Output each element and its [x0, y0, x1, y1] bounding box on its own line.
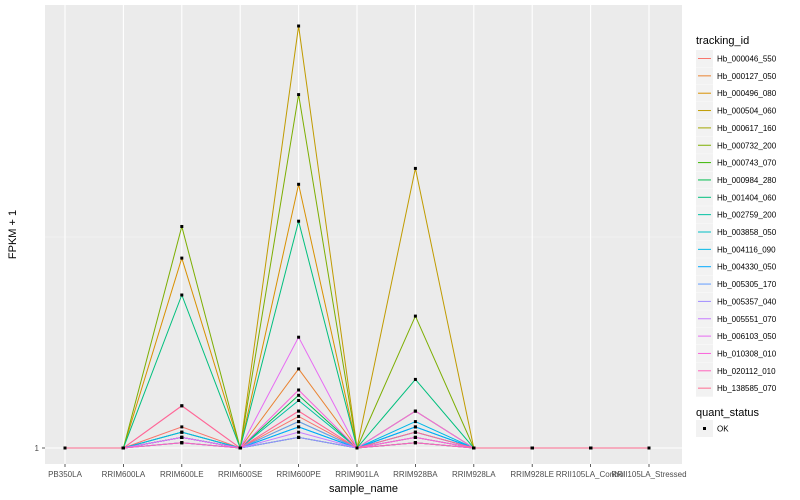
data-point — [297, 435, 301, 439]
data-point — [413, 409, 417, 413]
data-point — [413, 166, 417, 170]
x-tick-label: RRIM600PE — [276, 470, 320, 479]
data-point — [180, 441, 184, 445]
data-point — [180, 435, 184, 439]
legend-item-label: Hb_000617_160 — [717, 124, 777, 133]
data-point — [297, 430, 301, 434]
data-point — [297, 93, 301, 97]
x-tick-label: RRII105LA_Control — [556, 470, 626, 479]
legend: tracking_id Hb_000046_550 Hb_000127_050 Hb… — [696, 35, 777, 397]
x-axis-title: sample_name — [329, 483, 398, 495]
legend-item-label: Hb_002759_200 — [717, 211, 777, 220]
legend-item-label: Hb_004116_090 — [717, 245, 776, 254]
legend-item-label: Hb_020112_010 — [717, 367, 776, 376]
legend-item-label: Hb_000732_200 — [717, 141, 777, 150]
data-point — [180, 256, 184, 260]
data-point — [238, 446, 242, 450]
data-point — [297, 425, 301, 429]
shape-legend-item-label: OK — [717, 425, 729, 434]
data-point — [297, 409, 301, 413]
legend-item-label: Hb_000127_050 — [717, 72, 777, 81]
x-tick-label: RRIM901LA — [335, 470, 379, 479]
data-point — [413, 425, 417, 429]
data-point — [180, 430, 184, 434]
data-point — [180, 225, 184, 228]
x-axis-ticks: PB350LA RRIM600LA RRIM600LE RRIM600SE RRIM60… — [48, 464, 687, 479]
panel-background — [45, 5, 682, 464]
data-point — [297, 399, 301, 402]
data-point — [413, 441, 417, 445]
legend-item-label: Hb_000984_280 — [717, 176, 777, 185]
data-point — [472, 446, 476, 450]
legend-item-label: Hb_001404_060 — [717, 193, 777, 202]
x-tick-label: RRII105LA_Stressed — [611, 470, 686, 479]
legend-title: tracking_id — [696, 35, 749, 47]
data-point — [413, 314, 417, 318]
grid-lines — [45, 5, 682, 464]
x-tick-label: PB350LA — [48, 470, 82, 479]
legend-item-label: Hb_010308_010 — [717, 349, 777, 358]
x-tick-label: RRIM928LE — [510, 470, 554, 479]
x-tick-label: RRIM600SE — [218, 470, 262, 479]
data-point — [180, 293, 184, 297]
legend-item-label: Hb_000046_550 — [717, 55, 777, 64]
data-point — [355, 446, 359, 450]
legend-item-label: Hb_005305_170 — [717, 280, 777, 289]
legend-item-label: Hb_000496_080 — [717, 89, 777, 98]
legend-item-label: Hb_005357_040 — [717, 297, 777, 306]
y-axis-title: FPKM + 1 — [7, 210, 19, 259]
legend-item-label: Hb_000504_060 — [717, 107, 777, 116]
x-tick-label: RRIM928BA — [393, 470, 438, 479]
shape-legend: quant_status OK — [696, 407, 759, 437]
data-point — [413, 420, 417, 424]
data-point — [297, 219, 301, 223]
data-point — [297, 420, 301, 424]
data-point — [297, 388, 301, 392]
legend-item-label: Hb_005551_070 — [717, 315, 777, 324]
data-point — [297, 24, 301, 28]
data-point — [530, 446, 534, 450]
data-point — [63, 446, 67, 450]
x-tick-label: RRIM600LE — [160, 470, 204, 479]
data-point — [589, 446, 593, 450]
data-point — [413, 430, 417, 434]
legend-item-label: Hb_004330_050 — [717, 263, 777, 272]
x-tick-label: RRIM600LA — [102, 470, 146, 479]
legend-item-label: Hb_006103_050 — [717, 332, 777, 341]
data-point — [121, 446, 125, 450]
data-point — [413, 435, 417, 439]
legend-item-label: Hb_138585_070 — [717, 384, 777, 393]
data-point — [180, 404, 184, 408]
data-point — [297, 414, 301, 418]
shape-legend-key-point — [703, 427, 706, 430]
data-point — [297, 367, 301, 371]
legend-item-label: Hb_003858_050 — [717, 228, 777, 237]
data-point — [297, 393, 301, 397]
legend-item-label: Hb_000743_070 — [717, 159, 777, 168]
y-axis-ticks: 1 — [35, 444, 45, 453]
x-tick-label: RRIM928LA — [452, 470, 496, 479]
y-tick-label: 1 — [35, 444, 40, 453]
data-point — [180, 425, 184, 429]
data-points — [63, 24, 651, 450]
shape-legend-title: quant_status — [696, 407, 759, 419]
data-point — [647, 446, 651, 450]
data-point — [297, 335, 301, 339]
data-point — [297, 182, 301, 186]
data-point — [413, 377, 417, 381]
